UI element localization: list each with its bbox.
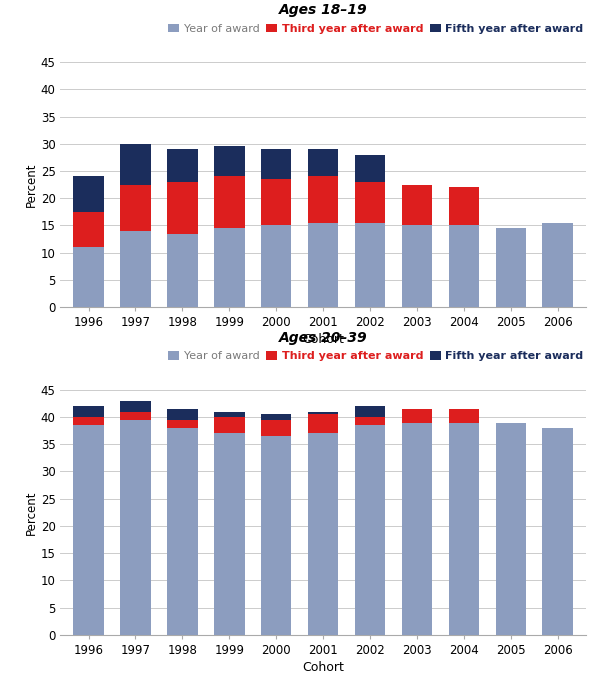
Bar <box>542 428 573 635</box>
Bar <box>261 179 292 226</box>
Bar <box>214 177 245 228</box>
Bar <box>261 414 292 420</box>
Bar <box>308 433 338 635</box>
Legend: Year of award, Third year after award, Fifth year after award: Year of award, Third year after award, F… <box>168 351 583 362</box>
Bar <box>449 226 479 307</box>
Bar <box>355 155 385 182</box>
Bar <box>449 422 479 635</box>
Bar <box>214 412 245 417</box>
Bar <box>449 409 479 422</box>
Bar <box>214 433 245 635</box>
Bar <box>73 212 104 247</box>
Bar <box>120 401 151 412</box>
Bar <box>167 409 198 420</box>
Bar <box>167 428 198 635</box>
Bar <box>355 425 385 635</box>
Bar <box>402 184 432 226</box>
Bar <box>355 406 385 417</box>
Bar <box>355 182 385 223</box>
Bar <box>120 420 151 635</box>
Bar <box>308 223 338 307</box>
Bar <box>308 412 338 414</box>
Bar <box>120 231 151 307</box>
Bar <box>308 149 338 177</box>
Bar <box>495 422 526 635</box>
Text: Ages 20–39: Ages 20–39 <box>279 331 367 345</box>
Bar <box>120 144 151 184</box>
Bar <box>402 226 432 307</box>
Bar <box>73 406 104 417</box>
Bar <box>120 412 151 420</box>
Bar <box>495 228 526 307</box>
Bar <box>355 223 385 307</box>
Bar <box>167 182 198 233</box>
Bar <box>167 149 198 182</box>
Bar <box>261 226 292 307</box>
Bar <box>73 177 104 212</box>
Bar <box>214 417 245 433</box>
Bar <box>214 228 245 307</box>
Bar <box>73 417 104 425</box>
Bar <box>261 149 292 179</box>
X-axis label: Cohort: Cohort <box>302 333 344 346</box>
Bar <box>167 233 198 307</box>
Bar <box>355 417 385 425</box>
Text: Ages 18–19: Ages 18–19 <box>279 3 367 17</box>
Bar <box>402 409 432 422</box>
Bar <box>308 414 338 433</box>
Bar <box>308 177 338 223</box>
Legend: Year of award, Third year after award, Fifth year after award: Year of award, Third year after award, F… <box>168 23 583 34</box>
Bar <box>542 223 573 307</box>
Bar <box>120 184 151 231</box>
Bar <box>73 247 104 307</box>
Y-axis label: Percent: Percent <box>25 162 38 207</box>
Bar <box>214 146 245 177</box>
Bar <box>167 420 198 428</box>
Y-axis label: Percent: Percent <box>25 490 38 535</box>
X-axis label: Cohort: Cohort <box>302 661 344 674</box>
Bar <box>402 422 432 635</box>
Bar <box>73 425 104 635</box>
Bar <box>261 420 292 436</box>
Bar <box>449 187 479 226</box>
Bar <box>261 436 292 635</box>
